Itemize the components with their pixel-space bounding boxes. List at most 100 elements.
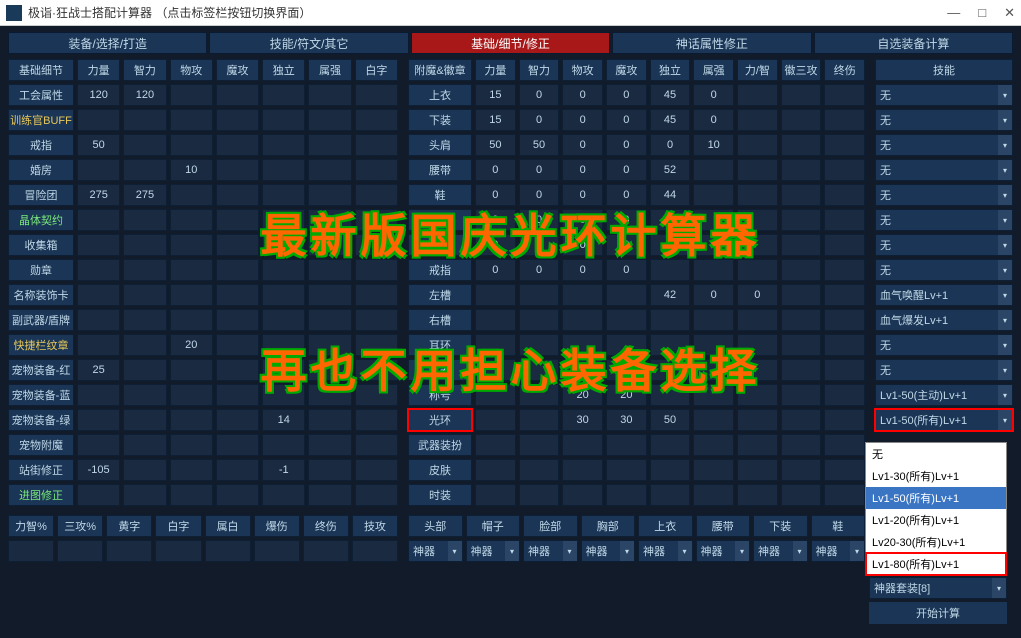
left-input-cell[interactable] (308, 209, 351, 231)
mid-input-cell[interactable] (475, 434, 516, 456)
left-input-cell[interactable] (216, 109, 259, 131)
left-input-cell[interactable] (170, 109, 213, 131)
dropdown-option[interactable]: Lv1-50(所有)Lv+1 (866, 487, 1006, 509)
calculate-button[interactable]: 开始计算 (869, 602, 1007, 624)
mid-input-cell[interactable]: 0 (519, 159, 560, 181)
left-input-cell[interactable] (308, 484, 351, 506)
left-input-cell[interactable]: 25 (77, 359, 120, 381)
mid-input-cell[interactable]: 20 (562, 384, 603, 406)
mid-input-cell[interactable]: 0 (606, 259, 647, 281)
mid-input-cell[interactable] (737, 159, 778, 181)
mid-input-cell[interactable] (824, 234, 865, 256)
mid-input-cell[interactable]: 0 (606, 209, 647, 231)
mid-input-cell[interactable] (650, 209, 691, 231)
mid-input-cell[interactable]: 15 (475, 84, 516, 106)
mid-input-cell[interactable] (737, 109, 778, 131)
left-input-cell[interactable] (77, 334, 120, 356)
right-skill-dropdown[interactable]: 无▾ (875, 134, 1013, 156)
mid-input-cell[interactable] (475, 384, 516, 406)
left-input-cell[interactable] (123, 484, 166, 506)
mid-input-cell[interactable]: 44 (650, 184, 691, 206)
mid-input-cell[interactable] (737, 84, 778, 106)
left-input-cell[interactable] (355, 334, 398, 356)
dropdown-option[interactable]: Lv1-80(所有)Lv+1 (866, 553, 1006, 575)
mid-input-cell[interactable] (781, 184, 822, 206)
mid-input-cell[interactable] (693, 359, 734, 381)
mid-input-cell[interactable] (781, 309, 822, 331)
left-input-cell[interactable] (308, 184, 351, 206)
maximize-button[interactable]: □ (978, 5, 986, 21)
mid-input-cell[interactable]: 0 (606, 109, 647, 131)
left-input-cell[interactable] (262, 84, 305, 106)
mid-input-cell[interactable]: 0 (693, 284, 734, 306)
mid-input-cell[interactable] (606, 484, 647, 506)
right-skill-dropdown[interactable]: 无▾ (875, 334, 1013, 356)
left-input-cell[interactable]: 120 (77, 84, 120, 106)
right-skill-dropdown[interactable]: 无▾ (875, 159, 1013, 181)
mid-input-cell[interactable] (737, 359, 778, 381)
mid-input-cell[interactable] (562, 284, 603, 306)
mid-input-cell[interactable]: 0 (693, 84, 734, 106)
mid-input-cell[interactable]: 0 (606, 234, 647, 256)
mid-input-cell[interactable] (519, 459, 560, 481)
left-input-cell[interactable] (308, 309, 351, 331)
left-input-cell[interactable] (308, 234, 351, 256)
mid-input-cell[interactable] (824, 309, 865, 331)
mid-input-cell[interactable] (781, 209, 822, 231)
mid-input-cell[interactable]: 0 (562, 109, 603, 131)
tab-4[interactable]: 自选装备计算 (814, 32, 1013, 54)
mid-input-cell[interactable]: 0 (475, 184, 516, 206)
left-input-cell[interactable] (77, 384, 120, 406)
mid-input-cell[interactable] (824, 134, 865, 156)
mid-input-cell[interactable] (606, 459, 647, 481)
mid-input-cell[interactable]: 0 (475, 209, 516, 231)
mid-input-cell[interactable] (737, 484, 778, 506)
left-input-cell[interactable] (308, 84, 351, 106)
mid-input-cell[interactable] (693, 484, 734, 506)
mid-input-cell[interactable] (519, 384, 560, 406)
left-input-cell[interactable] (170, 259, 213, 281)
left-input-cell[interactable] (170, 234, 213, 256)
mid-input-cell[interactable]: 0 (519, 109, 560, 131)
left-input-cell[interactable] (170, 484, 213, 506)
mid-input-cell[interactable]: 30 (606, 409, 647, 431)
mid-input-cell[interactable] (475, 284, 516, 306)
left-input-cell[interactable] (170, 134, 213, 156)
left-input-cell[interactable] (355, 234, 398, 256)
left-input-cell[interactable]: 20 (170, 334, 213, 356)
close-button[interactable]: ✕ (1004, 5, 1015, 21)
left-input-cell[interactable]: -105 (77, 459, 120, 481)
mid-input-cell[interactable] (781, 159, 822, 181)
mid-input-cell[interactable]: 0 (606, 134, 647, 156)
left-input-cell[interactable] (123, 234, 166, 256)
mid-input-cell[interactable]: 50 (650, 409, 691, 431)
left-input-cell[interactable] (355, 134, 398, 156)
left-input-cell[interactable] (262, 484, 305, 506)
mid-input-cell[interactable] (824, 84, 865, 106)
mid-input-cell[interactable] (824, 459, 865, 481)
left-input-cell[interactable] (355, 459, 398, 481)
left-input-cell[interactable] (77, 484, 120, 506)
right-skill-dropdown[interactable]: Lv1-50(所有)Lv+1▾ (875, 409, 1013, 431)
tab-3[interactable]: 神话属性修正 (612, 32, 811, 54)
dropdown-option[interactable]: Lv1-30(所有)Lv+1 (866, 465, 1006, 487)
mid-input-cell[interactable] (781, 484, 822, 506)
left-bottom-input[interactable] (155, 540, 201, 562)
mid-input-cell[interactable] (606, 309, 647, 331)
mid-input-cell[interactable]: 10 (693, 134, 734, 156)
left-input-cell[interactable] (355, 259, 398, 281)
mid-input-cell[interactable] (824, 159, 865, 181)
mid-input-cell[interactable] (475, 334, 516, 356)
left-input-cell[interactable] (123, 459, 166, 481)
left-input-cell[interactable]: 10 (170, 159, 213, 181)
left-input-cell[interactable] (308, 384, 351, 406)
dropdown-option[interactable]: Lv20-30(所有)Lv+1 (866, 531, 1006, 553)
left-bottom-input[interactable] (57, 540, 103, 562)
left-input-cell[interactable] (308, 259, 351, 281)
left-input-cell[interactable] (216, 359, 259, 381)
mid-input-cell[interactable] (824, 109, 865, 131)
mid-input-cell[interactable] (781, 334, 822, 356)
mid-input-cell[interactable] (562, 359, 603, 381)
mid-input-cell[interactable]: 0 (606, 184, 647, 206)
left-input-cell[interactable] (123, 134, 166, 156)
